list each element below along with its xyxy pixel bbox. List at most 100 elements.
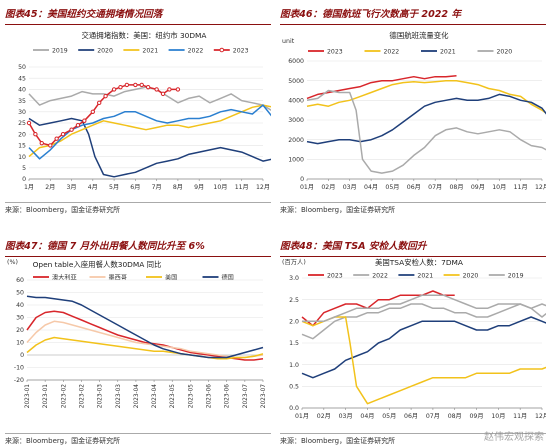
x-tick-label: 2023-03 (98, 384, 104, 409)
data-point (54, 136, 59, 141)
chart-title: 交通拥堵指数：美国：纽约市 30DMA (82, 31, 207, 40)
chart-title: Open table入座用餐人数30DMA 同比 (33, 260, 162, 269)
y-tick-label: 0 (300, 176, 304, 183)
x-tick-label: 2023-06 (225, 384, 231, 409)
y-tick-label: 0.0 (289, 405, 299, 412)
x-tick-label: 11月 (235, 184, 249, 191)
x-tick-label: 04月 (360, 413, 374, 420)
x-tick-label: 2023-07 (261, 384, 267, 409)
legend-label: 澳大利亚 (52, 274, 77, 282)
x-tick-label: 10月 (492, 184, 506, 191)
y-tick-label: 3000 (288, 117, 304, 124)
series-line (301, 316, 546, 379)
y-tick-label: 35 (18, 98, 26, 105)
y-axis-label: unit (282, 38, 295, 45)
series-line (306, 89, 546, 174)
x-tick-label: 9月 (194, 184, 204, 191)
y-tick-label: 10 (18, 154, 26, 161)
legend-label: 2022 (384, 49, 400, 56)
y-tick-label: 30 (18, 109, 26, 116)
series-line (26, 295, 264, 359)
x-tick-label: 5月 (109, 184, 119, 191)
x-tick-label: 2023-07 (243, 384, 249, 409)
y-tick-label: -20 (14, 377, 24, 384)
y-tick-label: 60 (16, 277, 24, 284)
x-tick-label: 05月 (385, 184, 399, 191)
x-tick-label: 2023-05 (170, 384, 176, 409)
chart-title: 美国TSA安检人数：7DMA (375, 258, 463, 267)
source-note: 来源：Bloomberg，国金证券研究所 (5, 433, 271, 446)
legend-label: 2021 (417, 273, 433, 280)
x-tick-label: 2023-01 (25, 384, 31, 409)
legend-marker (219, 47, 225, 53)
y-tick-label: 50 (18, 64, 26, 71)
data-point (118, 84, 123, 90)
chart-panel-48: 图表48：美国 TSA 安检人数回升 美国TSA安检人数：7DMA (百万人) 20… (280, 238, 546, 447)
line-chart: 交通拥堵指数：美国：纽约市 30DMA 2019 2020 2021 2022 2023 0… (18, 31, 271, 191)
series-line (306, 93, 546, 145)
series-line (28, 104, 271, 158)
panel-title: 图表45：美国纽约交通拥堵情况回落 (5, 6, 271, 25)
chart-panel-45: 图表45：美国纽约交通拥堵情况回落 交通拥堵指数：美国：纽约市 30DMA 201… (5, 6, 271, 216)
x-tick-label: 11月 (513, 413, 527, 420)
series-line (301, 290, 455, 327)
legend-label: 2022 (372, 273, 388, 280)
legend-label: 2023 (327, 49, 343, 56)
x-tick-label: 09月 (471, 184, 485, 191)
series-line (28, 117, 271, 178)
series-line (306, 75, 457, 100)
y-tick-label: 3.0 (289, 275, 299, 282)
y-tick-label: 45 (18, 75, 26, 82)
x-tick-label: 1月 (24, 184, 34, 191)
data-point (33, 132, 38, 137)
y-tick-label: 1.0 (289, 362, 299, 369)
x-tick-label: 06月 (404, 413, 418, 420)
x-tick-label: 12月 (535, 184, 546, 191)
source-note: 来源：Bloomberg，国金证券研究所 (280, 202, 546, 215)
y-tick-label: 5000 (288, 78, 304, 85)
y-tick-label: 15 (18, 143, 26, 150)
x-tick-label: 09月 (470, 413, 484, 420)
x-tick-label: 2023-05 (188, 384, 194, 409)
y-tick-label: 30 (16, 315, 24, 322)
data-point (154, 87, 159, 92)
x-tick-label: 01月 (300, 184, 314, 191)
y-tick-label: 6000 (288, 58, 304, 65)
x-tick-label: 7月 (152, 184, 162, 191)
data-point (167, 87, 172, 92)
x-tick-label: 2023-02 (61, 384, 67, 409)
legend-label: 2023 (233, 48, 249, 55)
x-tick-label: 07月 (428, 184, 442, 191)
x-tick-label: 2023-01 (43, 384, 49, 409)
x-tick-label: 2月 (45, 184, 55, 191)
line-chart: 美国TSA安检人数：7DMA (百万人) 2023 2022 2021 2020 2019 0… (282, 258, 546, 420)
series-line (302, 294, 546, 323)
x-tick-label: 10月 (213, 184, 227, 191)
series-line (306, 79, 546, 115)
x-tick-label: 08月 (448, 413, 462, 420)
y-tick-label: 1.5 (289, 340, 299, 347)
panel-title: 图表46：德国航班飞行次数高于 2022 年 (280, 6, 546, 25)
legend-label: 2019 (52, 48, 68, 55)
x-tick-label: 02月 (321, 184, 335, 191)
y-tick-label: 10 (16, 340, 24, 347)
source-note: 来源：Bloomberg，国金证券研究所 (5, 202, 271, 215)
x-tick-label: 4月 (88, 184, 98, 191)
y-tick-label: 40 (16, 302, 24, 309)
x-tick-label: 12月 (535, 413, 546, 420)
chart-panel-46: 图表46：德国航班飞行次数高于 2022 年 德国航班流量变化 unit 2023 2… (280, 6, 546, 216)
y-tick-label: -10 (14, 365, 24, 372)
x-tick-label: 03月 (339, 413, 353, 420)
data-point (26, 120, 32, 126)
y-tick-label: 0 (20, 352, 24, 359)
x-tick-label: 2023-03 (116, 384, 122, 409)
y-tick-label: 2.0 (289, 319, 299, 326)
legend-label: 德国 (222, 274, 234, 282)
x-tick-label: 10月 (491, 413, 505, 420)
x-tick-label: 06月 (407, 184, 421, 191)
y-tick-label: 2000 (288, 137, 304, 144)
x-tick-label: 08月 (450, 184, 464, 191)
y-tick-label: 2.5 (289, 297, 299, 304)
chart-panel-47: 图表47：德国 7 月外出用餐人数同比升至 6% Open table入座用餐人… (5, 238, 271, 447)
data-point (69, 127, 74, 132)
